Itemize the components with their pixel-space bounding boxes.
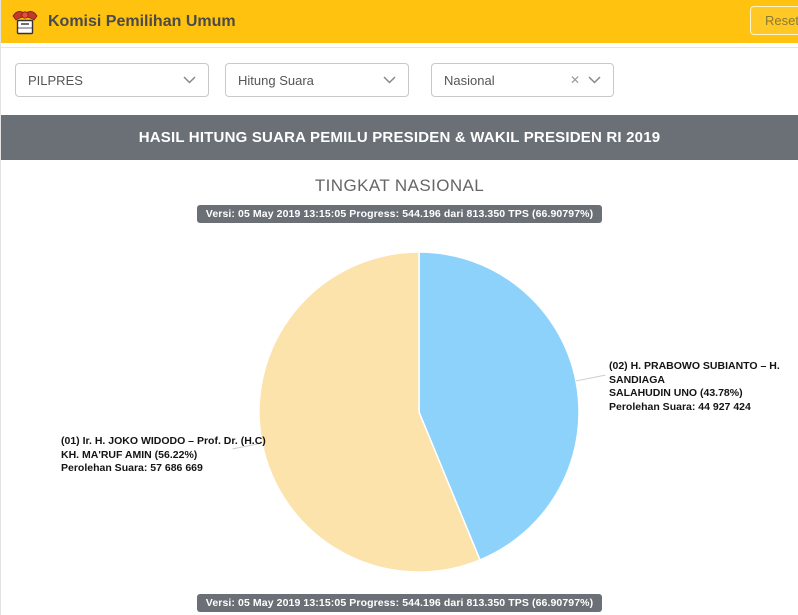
candidate-01-votes: Perolehan Suara: 57 686 669: [61, 462, 203, 474]
chart-section: TINGKAT NASIONAL Versi: 05 May 2019 13:1…: [1, 176, 798, 612]
header-divider-line: [1, 47, 798, 48]
region-select[interactable]: Nasional ✕: [431, 63, 614, 97]
view-mode-select[interactable]: Hitung Suara: [225, 63, 409, 97]
candidate-02-label: (02) H. PRABOWO SUBIANTO – H. SANDIAGA S…: [609, 360, 798, 414]
reset-button[interactable]: Reset: [750, 6, 798, 35]
app-header: Komisi Pemilihan Umum Reset: [1, 0, 798, 43]
clear-selection-icon[interactable]: ✕: [569, 73, 580, 87]
chevron-down-icon: [383, 76, 396, 84]
version-badge-top: Versi: 05 May 2019 13:15:05 Progress: 54…: [196, 205, 603, 223]
pie-slice-01[interactable]: [258, 251, 481, 573]
candidate-02-name-line1: (02) H. PRABOWO SUBIANTO – H. SANDIAGA: [609, 360, 780, 386]
candidate-02-name-line2: SALAHUDIN UNO (43.78%): [609, 387, 743, 399]
result-banner: HASIL HITUNG SUARA PEMILU PRESIDEN & WAK…: [1, 115, 798, 160]
label-connector-01: [232, 442, 263, 450]
label-connector-02: [575, 374, 606, 382]
version-badge-bottom: Versi: 05 May 2019 13:15:05 Progress: 54…: [196, 594, 603, 612]
header-divider: [1, 43, 798, 47]
election-type-value: PILPRES: [28, 72, 83, 88]
kpu-logo-icon: [12, 10, 38, 34]
candidate-01-name-line1: (01) Ir. H. JOKO WIDODO – Prof. Dr. (H.C…: [61, 435, 266, 447]
candidate-01-name-line2: KH. MA'RUF AMIN (56.22%): [61, 448, 198, 461]
region-value: Nasional: [444, 72, 495, 88]
result-banner-title: HASIL HITUNG SUARA PEMILU PRESIDEN & WAK…: [138, 129, 661, 146]
chevron-down-icon: [183, 76, 196, 84]
view-mode-value: Hitung Suara: [238, 72, 314, 88]
chevron-down-icon: [588, 76, 601, 84]
election-type-select[interactable]: PILPRES: [15, 63, 209, 97]
app-title: Komisi Pemilihan Umum: [48, 12, 236, 30]
candidate-01-label: (01) Ir. H. JOKO WIDODO – Prof. Dr. (H.C…: [61, 435, 266, 476]
candidate-02-votes: Perolehan Suara: 44 927 424: [609, 400, 751, 413]
section-title: TINGKAT NASIONAL: [314, 176, 485, 195]
filter-bar: PILPRES Hitung Suara Nasional ✕: [1, 48, 798, 115]
pie-chart: (01) Ir. H. JOKO WIDODO – Prof. Dr. (H.C…: [1, 223, 798, 581]
